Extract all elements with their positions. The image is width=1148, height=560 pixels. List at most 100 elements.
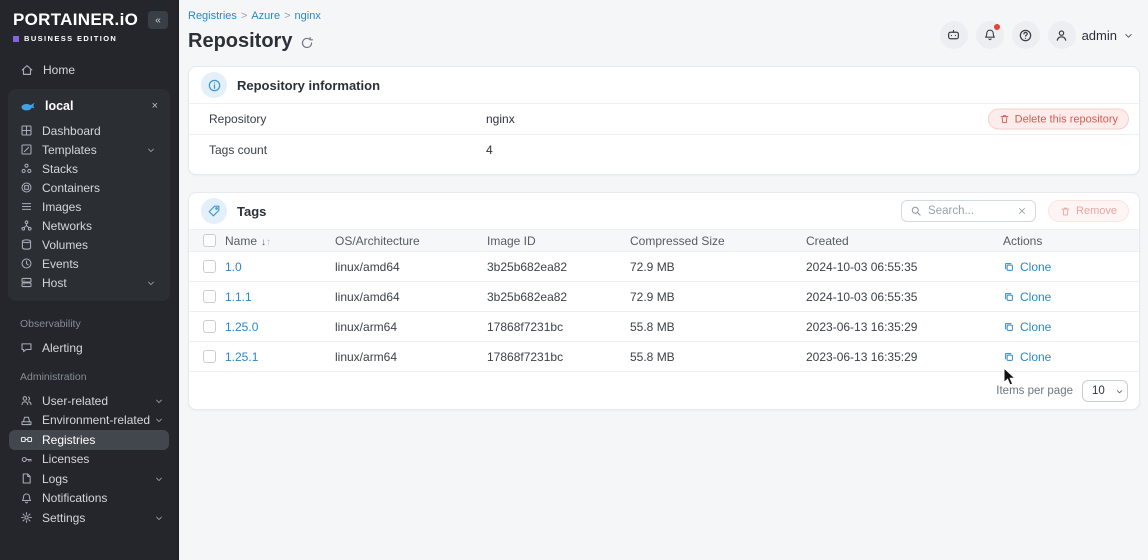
table-row: 1.1.1 linux/amd64 3b25b682ea82 72.9 MB 2… [189,281,1139,311]
search-input[interactable] [928,205,1012,217]
sidebar-item-label: Volumes [42,237,89,252]
portainer-logo: PORTAINER.iO [13,10,139,29]
sidebar-collapse-button[interactable]: « [148,11,168,29]
page-title: Repository [188,30,293,52]
row-checkbox[interactable] [203,290,216,303]
sidebar-item-home[interactable]: Home [0,60,178,79]
chevron-down-icon [1123,30,1134,41]
chevron-down-icon [154,474,164,484]
sidebar-item-label: Licenses [42,452,90,467]
refresh-icon[interactable] [300,36,314,50]
tag-name-link[interactable]: 1.0 [225,259,242,274]
items-per-page-select[interactable]: 10 [1082,379,1128,402]
gear-icon [20,511,33,524]
users-icon [20,394,33,407]
cell-os: linux/arm64 [335,319,398,334]
row-checkbox[interactable] [203,350,216,363]
alerting-icon [20,341,33,354]
assistant-chat-button[interactable] [939,21,968,49]
breadcrumb-registries[interactable]: Registries [188,10,237,22]
bell-icon [984,29,995,41]
column-header-image-id[interactable]: Image ID [487,233,536,248]
info-label: Repository [209,112,267,126]
sidebar-item-label: Events [42,256,79,271]
breadcrumb-azure[interactable]: Azure [251,10,281,22]
panel-title: Repository information [237,77,381,93]
items-per-page-label: Items per page [996,384,1073,397]
logs-icon [20,472,33,485]
sidebar-item-containers[interactable]: Containers [8,178,170,197]
sidebar-item-host[interactable]: Host [8,273,170,292]
column-header-size[interactable]: Compressed Size [630,233,725,248]
table-row: 1.25.0 linux/arm64 17868f7231bc 55.8 MB … [189,311,1139,341]
licenses-icon [20,453,33,466]
containers-icon [20,181,33,194]
sidebar-item-notifications[interactable]: Notifications [0,489,178,509]
sidebar-item-label: Templates [42,142,97,157]
tag-name-link[interactable]: 1.1.1 [225,289,252,304]
remove-button[interactable]: Remove [1048,200,1129,222]
environment-close-icon[interactable]: × [151,100,158,112]
sidebar-item-logs[interactable]: Logs [0,469,178,489]
sidebar: PORTAINER.iO « BUSINESS EDITION Home loc… [0,0,179,560]
notifications-button[interactable] [975,21,1004,49]
user-name: admin [1081,27,1117,43]
edition-label: BUSINESS EDITION [24,34,118,43]
sidebar-item-label: Images [42,199,82,214]
sidebar-item-volumes[interactable]: Volumes [8,235,170,254]
sidebar-item-dashboard[interactable]: Dashboard [8,121,170,140]
help-button[interactable] [1011,21,1040,49]
sidebar-item-settings[interactable]: Settings [0,508,178,528]
environments-icon [20,414,33,427]
section-observability: Observability [20,318,81,330]
section-administration: Administration [20,371,87,383]
environment-header[interactable]: local × [8,89,170,121]
info-row-tags-count: Tags count 4 [189,134,1139,164]
sidebar-item-licenses[interactable]: Licenses [0,450,178,470]
sidebar-item-alerting[interactable]: Alerting [0,338,178,357]
networks-icon [20,219,33,232]
cell-created: 2024-10-03 06:55:35 [806,259,918,274]
sidebar-item-stacks[interactable]: Stacks [8,159,170,178]
home-icon [20,63,34,77]
copy-icon [1005,322,1013,331]
cell-image-id: 3b25b682ea82 [487,289,568,304]
assistant-chat-icon [948,29,960,39]
clone-link[interactable]: Clone [1003,320,1139,334]
bell-icon [20,492,33,505]
dashboard-icon [20,124,33,137]
row-checkbox[interactable] [203,320,216,333]
sidebar-item-registries[interactable]: Registries [9,430,169,450]
tag-icon [201,198,227,224]
sidebar-item-templates[interactable]: Templates [8,140,170,159]
sidebar-item-images[interactable]: Images [8,197,170,216]
table-footer: Items per page 10 [189,371,1139,409]
table-header: Name ↓↑ OS/Architecture Image ID Compress… [189,230,1139,251]
clear-search-icon[interactable] [1017,206,1027,216]
row-checkbox[interactable] [203,260,216,273]
column-header-created[interactable]: Created [806,233,849,248]
tag-name-link[interactable]: 1.25.0 [225,319,259,334]
user-menu[interactable]: admin [1047,21,1134,49]
select-all-checkbox[interactable] [203,234,216,247]
clone-link[interactable]: Clone [1003,290,1139,304]
delete-repository-button[interactable]: Delete this repository [987,108,1129,130]
tag-name-link[interactable]: 1.25.1 [225,349,259,364]
column-header-actions: Actions [1003,233,1043,248]
cell-image-id: 17868f7231bc [487,319,564,334]
sidebar-item-user-related[interactable]: User-related [0,391,178,411]
column-header-name[interactable]: Name ↓↑ [225,233,272,248]
trash-icon [1000,115,1009,123]
sort-desc-icon: ↓↑ [261,236,272,248]
clone-link[interactable]: Clone [1003,260,1139,274]
clone-link[interactable]: Clone [1003,350,1139,364]
sidebar-item-events[interactable]: Events [8,254,170,273]
host-icon [20,276,33,289]
sidebar-item-networks[interactable]: Networks [8,216,170,235]
sidebar-item-environment-related[interactable]: Environment-related [0,411,178,431]
column-header-os[interactable]: OS/Architecture [335,233,420,248]
sidebar-item-label: User-related [42,393,109,408]
copy-icon [1005,352,1013,361]
cell-size: 55.8 MB [630,319,675,334]
templates-icon [20,143,33,156]
